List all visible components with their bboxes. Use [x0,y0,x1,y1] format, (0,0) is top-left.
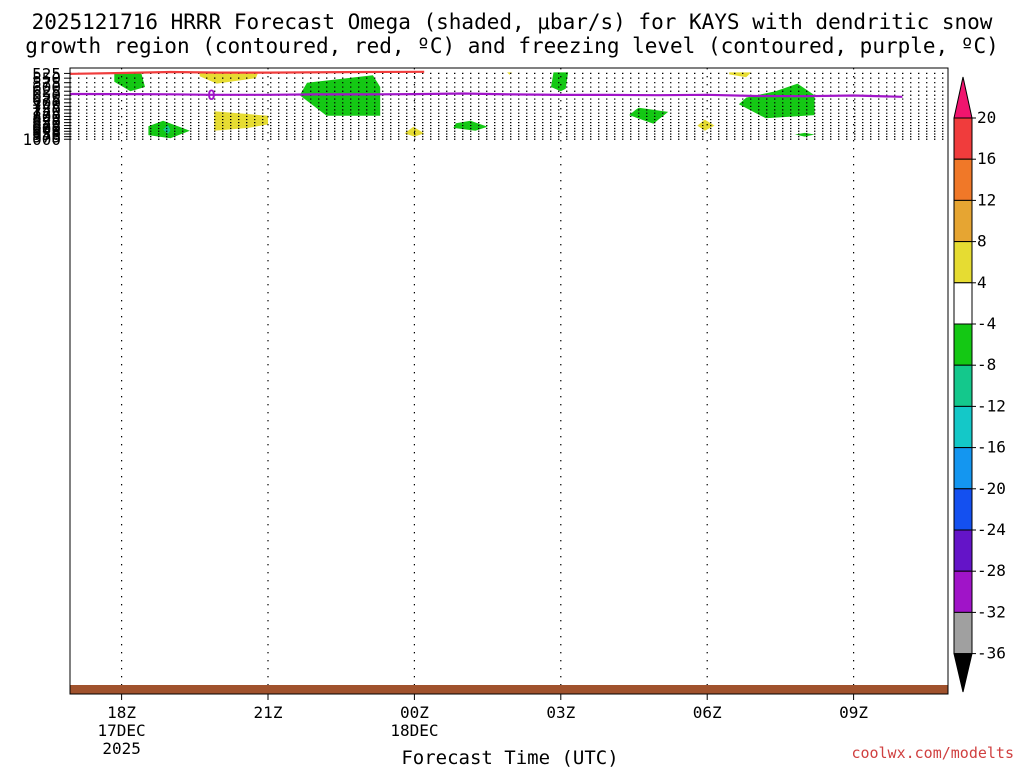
y-tick-label-950: 950 [32,125,61,144]
colorbar-label-3: 8 [977,232,987,251]
y-tick-label-825: 825 [32,111,61,130]
y-tick-label-675: 675 [32,90,61,109]
omega-region-5 [738,83,815,119]
y-tick-label-925: 925 [32,122,61,141]
y-tick-label-725: 725 [32,97,61,116]
y-tick-label-800: 800 [32,107,61,126]
y-axis: 5255505756006256506757007257507758008258… [22,64,70,149]
y-tick-label-850: 850 [32,114,61,133]
colorbar-bottom-arrow [953,653,973,693]
x-tick-label-21Z: 21Z [254,703,283,722]
y-tick-label-1000: 1000 [22,130,61,149]
colorbar-swatch-10 [953,488,973,531]
colorbar-swatch-2 [953,158,973,201]
y-tick-label-550: 550 [32,69,61,88]
y-tick-label-875: 875 [32,117,61,136]
colorbar-swatch-12 [953,570,973,613]
freezing-level-line [70,92,903,98]
y-tick-label-750: 750 [32,101,61,120]
colorbar: 20 16 12 8 4 -4 -8 -12 -16 -20 -24 -28 -32 -36 [953,76,1006,693]
colorbar-label-9: -20 [977,479,1006,498]
y-tick-label-650: 650 [32,86,61,105]
colorbar-label-4: 4 [977,273,987,292]
x-axis-title: Forecast Time (UTC) [401,747,618,768]
colorbar-label-6: -8 [977,355,996,374]
x-tick-label-18Z: 18Z [107,703,136,722]
colorbar-label-12: -32 [977,602,1006,621]
y-tick-label-525: 525 [32,64,61,83]
omega-region-3 [299,75,381,116]
gridlines [70,68,948,694]
x-tick-label-00Z: 00Z [400,703,429,722]
colorbar-swatch-7 [953,364,973,407]
omega-region-13 [214,111,268,131]
colorbar-swatch-8 [953,405,973,449]
colorbar-swatch-9 [953,447,973,490]
colorbar-swatch-11 [953,529,973,572]
colorbar-label-1: 16 [977,149,996,168]
colorbar-label-8: -16 [977,438,1006,457]
omega-region-4 [629,107,669,124]
watermark: coolwx.com/modelts [851,744,1014,762]
omega-region-9 [163,125,171,134]
omega-region-10 [199,72,259,84]
x-tick-label-03Z: 03Z [546,703,575,722]
colorbar-top-arrow [953,76,973,119]
x-tick-label-09Z: 09Z [839,703,868,722]
dgz-contour-line [70,70,425,75]
y-tick-label-900: 900 [32,119,61,138]
colorbar-label-10: -24 [977,520,1006,539]
colorbar-label-7: -12 [977,396,1006,415]
colorbar-label-0: 20 [977,108,996,127]
ground-surface [70,685,948,694]
y-tick-label-700: 700 [32,94,61,113]
colorbar-label-13: -36 [977,644,1006,663]
y-tick-label-975: 975 [32,128,61,147]
omega-region-2 [551,72,569,92]
x-tick-year-18Z: 2025 [102,739,141,758]
colorbar-swatch-3 [953,199,973,243]
colorbar-label-5: -4 [977,314,996,333]
contour-lines [70,70,903,98]
colorbar-swatch-4 [953,241,973,284]
chart-title-line2: growth region (contoured, red, ºC) and f… [25,34,999,58]
y-tick-label-575: 575 [32,74,61,93]
colorbar-label-11: -28 [977,561,1006,580]
colorbar-swatch-6 [953,323,973,366]
y-tick-label-775: 775 [32,104,61,123]
colorbar-swatch-13 [953,611,973,655]
freezing-level-label: 0 [207,88,215,104]
colorbar-label-2: 12 [977,190,996,209]
omega-region-15 [697,119,715,131]
omega-region-8 [795,132,815,137]
omega-region-11 [729,72,752,78]
y-tick-label-600: 600 [32,78,61,97]
colorbar-swatch-5 [953,282,973,325]
x-tick-label-06Z: 06Z [693,703,722,722]
omega-region-1 [114,72,145,92]
x-tick-date-00Z: 18DEC [390,721,438,740]
colorbar-swatch-1 [953,117,973,160]
plot-frame [69,67,949,695]
y-tick-label-625: 625 [32,82,61,101]
x-tick-date-18Z: 17DEC [98,721,146,740]
chart-title-line1: 2025121716 HRRR Forecast Omega (shaded, … [32,10,993,34]
omega-shaded-regions [114,72,815,139]
